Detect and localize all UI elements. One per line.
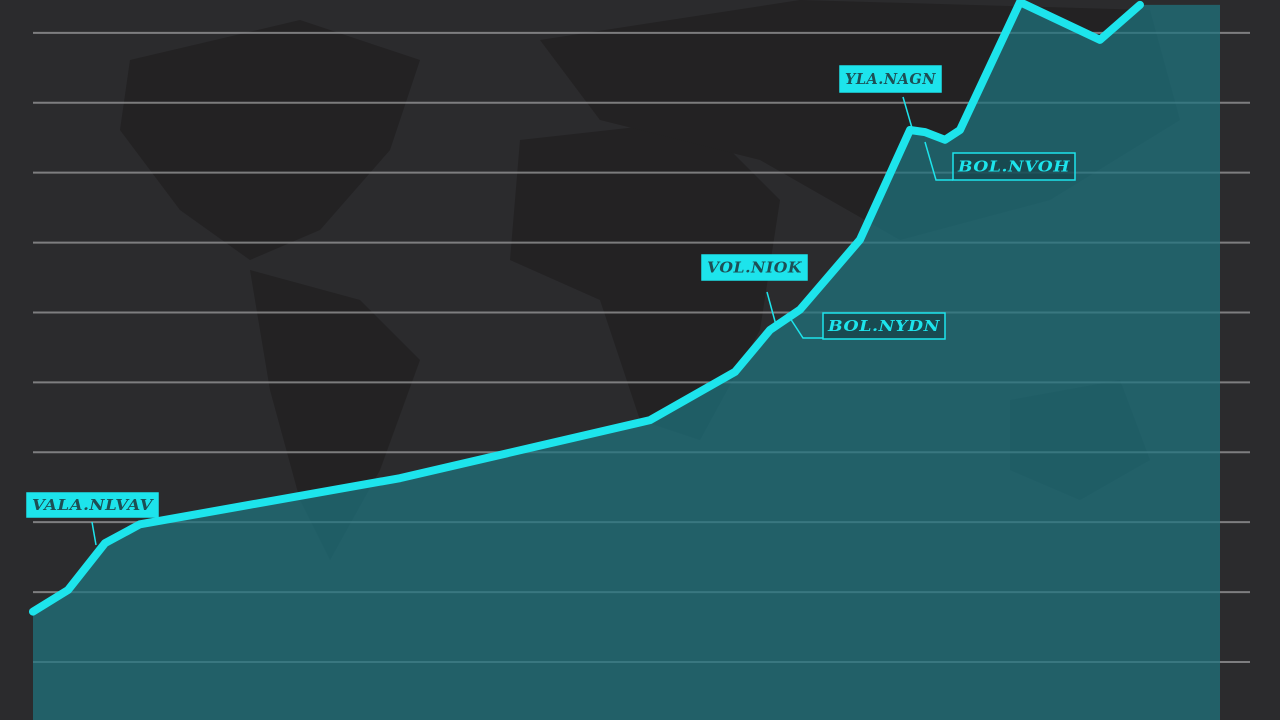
annotation-label: YLA.NAGN [845, 70, 937, 88]
annotation-box [26, 492, 159, 518]
annotation-label: BOL.NYDN [827, 317, 941, 335]
line [29, 0, 1144, 616]
annotation-label: BOL.NVOH [957, 158, 1071, 176]
annotation-label: VALA.NLVAV [32, 496, 154, 514]
map-shape [120, 20, 420, 260]
area [33, 0, 1220, 720]
annotation-box [822, 312, 946, 340]
annotation-leader [789, 317, 823, 339]
annotation-box [839, 65, 942, 93]
map-shape [250, 270, 420, 560]
annotation-leader [766, 291, 777, 326]
annotation-leader [924, 141, 953, 181]
annotation-leader [91, 521, 97, 546]
annotation-box [952, 152, 1076, 181]
annotation-label: VOL.NIOK [707, 259, 802, 277]
map-shape [510, 120, 780, 440]
annotation-leader [902, 96, 913, 129]
annotation-box [701, 254, 808, 281]
annotations: VALA.NLVAV YLA.NAGN BOL.NVOH VOL.NIOK BOL.NY… [26, 65, 1076, 546]
plot [29, 0, 1220, 720]
